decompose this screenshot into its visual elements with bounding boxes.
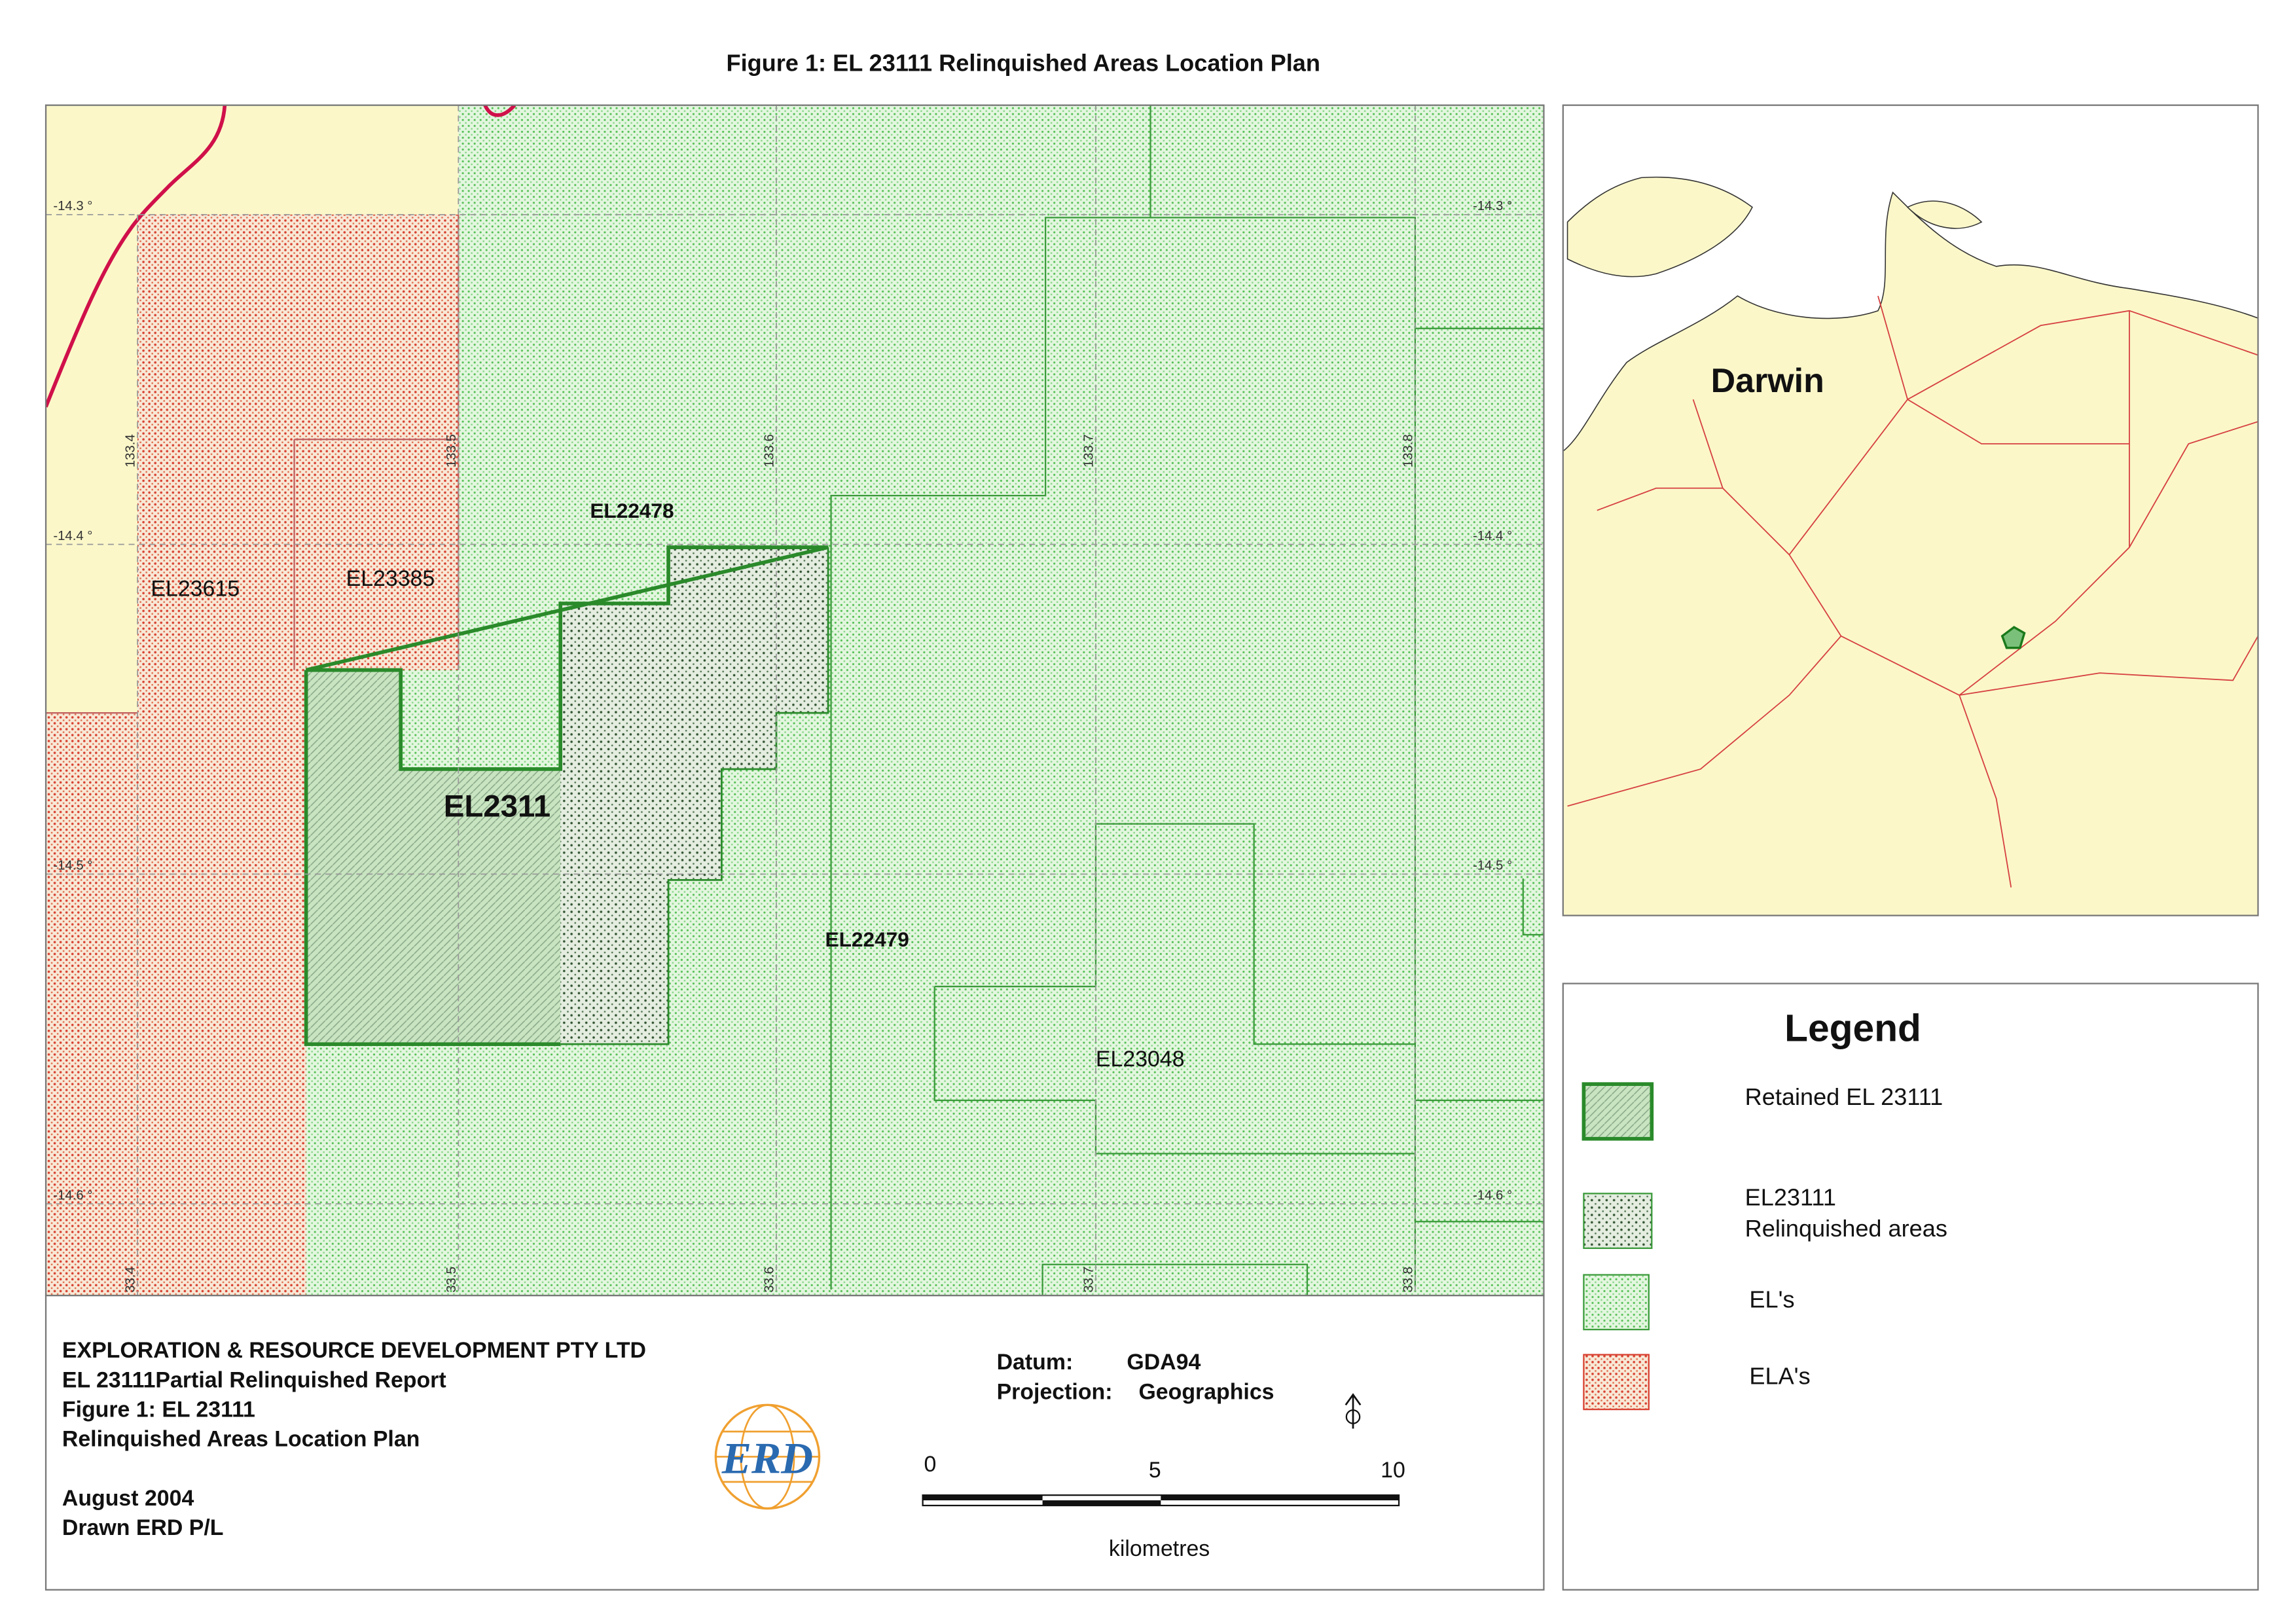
tenement-label: EL23048 — [1096, 1047, 1185, 1072]
legend-item: EL's — [1749, 1286, 1794, 1312]
lon-label: 33.4 — [124, 1267, 138, 1293]
lon-label: 33.5 — [444, 1267, 459, 1293]
lat-label: -14.3 ° — [53, 199, 92, 213]
footer-line: EL 23111Partial Relinquished Report — [62, 1367, 446, 1392]
scale-label: 0 — [924, 1452, 937, 1477]
logo: ERD — [714, 1403, 821, 1510]
projection: Geographics — [1138, 1379, 1274, 1404]
legend-swatch — [1583, 1274, 1650, 1331]
relinquished-outline — [560, 547, 829, 1045]
unallocated-area — [46, 105, 459, 713]
el23111-outline — [305, 545, 829, 771]
lat-label: -14.5 ° — [53, 859, 92, 873]
road — [46, 105, 227, 408]
drawn-by: Drawn ERD P/L — [62, 1515, 224, 1540]
lon-label: 33.6 — [762, 1267, 776, 1293]
legend-swatch — [1581, 1082, 1654, 1141]
legend-swatch — [1583, 1193, 1653, 1250]
scale-bar — [922, 1494, 1400, 1507]
north-arrow — [1345, 1393, 1362, 1429]
inset-map: Darwin — [1562, 104, 2259, 916]
tenement-label: EL23615 — [151, 577, 240, 602]
graticule — [46, 105, 1544, 1296]
footer-line: Relinquished Areas Location Plan — [62, 1427, 420, 1452]
legend-item: ELA's — [1749, 1363, 1810, 1390]
elas-area — [46, 214, 459, 1296]
footer-line: Figure 1: EL 23111 — [62, 1397, 255, 1422]
legend-item: Retained EL 23111 — [1745, 1083, 1943, 1110]
projection-label: Projection: — [997, 1379, 1113, 1404]
date: August 2004 — [62, 1486, 194, 1511]
tenement-label: EL22478 — [590, 499, 674, 522]
legend-title: Legend — [1784, 1007, 1921, 1050]
scale-unit: kilometres — [1109, 1536, 1210, 1561]
relinquished-area — [560, 547, 829, 1045]
lon-label: 133.6 — [762, 434, 776, 467]
road — [483, 105, 516, 117]
lon-label: 133.7 — [1081, 434, 1096, 467]
lon-label: 133.5 — [444, 434, 459, 467]
datum: GDA94 — [1127, 1350, 1201, 1375]
lon-label: 33.8 — [1401, 1267, 1415, 1293]
retained-outline — [304, 670, 561, 1046]
logo-text: ERD — [721, 1434, 813, 1483]
lon-label: 33.7 — [1081, 1267, 1096, 1293]
company: EXPLORATION & RESOURCE DEVELOPMENT PTY L… — [62, 1338, 646, 1363]
lon-label: 133.4 — [124, 434, 138, 467]
tenement-label: EL23385 — [346, 566, 435, 591]
lat-label: -14.4 ° — [1473, 529, 1512, 543]
tenement-label: EL22479 — [825, 928, 909, 951]
datum-label: Datum: — [997, 1350, 1074, 1375]
lat-label: -14.5 ° — [1473, 859, 1512, 873]
lon-label: 133.8 — [1401, 434, 1415, 467]
inset-label: Darwin — [1711, 362, 1824, 400]
main-map: -14.3 ° -14.3 ° -14.4 ° -14.4 ° -14.5 ° -14.5… — [46, 105, 1544, 1296]
lat-label: -14.6 ° — [53, 1188, 92, 1202]
scale-label: 5 — [1149, 1458, 1161, 1483]
title: Figure 1: EL 23111 Relinquished Areas Lo… — [727, 50, 1320, 77]
lat-label: -14.3 ° — [1473, 199, 1512, 213]
legend-swatch — [1583, 1354, 1650, 1411]
tenement-label: EL2311 — [444, 789, 551, 823]
lat-label: -14.6 ° — [1473, 1188, 1512, 1202]
retained-area — [306, 670, 561, 1045]
legend: Legend Retained EL 23111 EL23111 Relinqu… — [1562, 983, 2259, 1591]
legend-item: EL23111 — [1745, 1183, 1836, 1210]
legend-item: Relinquished areas — [1745, 1215, 1947, 1242]
footer: EXPLORATION & RESOURCE DEVELOPMENT PTY L… — [45, 1295, 1545, 1591]
scale-label: 10 — [1381, 1458, 1405, 1483]
lat-label: -14.4 ° — [53, 529, 92, 543]
